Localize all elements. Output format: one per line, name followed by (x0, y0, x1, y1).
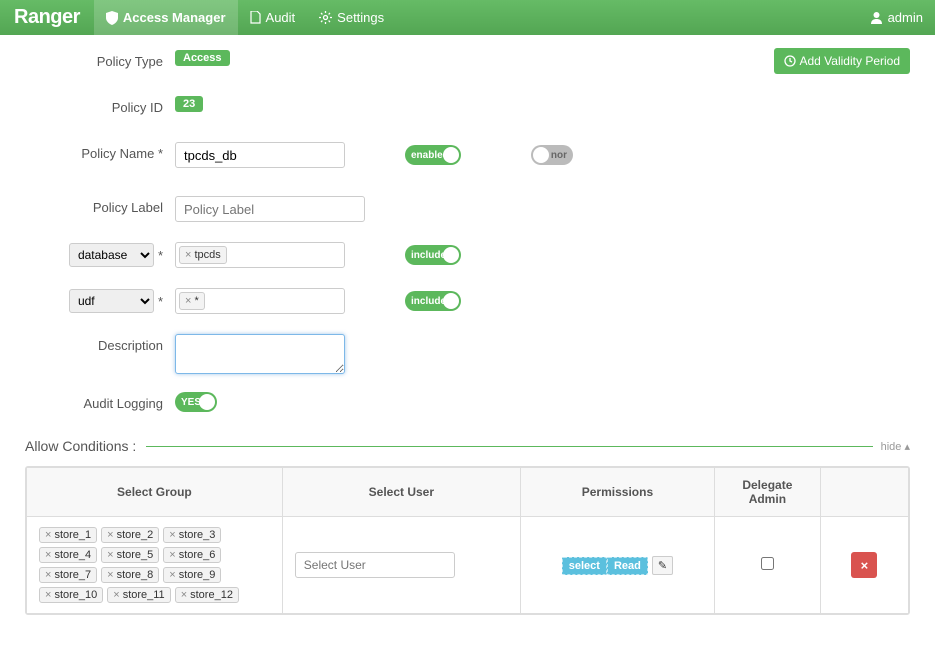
select-user-input[interactable] (295, 552, 455, 578)
group-tags-container[interactable]: × store_1× store_2× store_3× store_4× st… (39, 527, 270, 603)
database-tag-input[interactable]: ×tpcds (175, 242, 345, 268)
permissions-cell: selectRead✎ (520, 517, 714, 614)
remove-tag-icon[interactable]: × (169, 569, 175, 581)
edit-permissions-icon[interactable]: ✎ (652, 556, 673, 575)
group-tag: × store_10 (39, 587, 103, 603)
remove-tag-icon[interactable]: × (185, 249, 191, 261)
col-select-user: Select User (282, 468, 520, 517)
remove-tag-icon[interactable]: × (45, 589, 51, 601)
remove-tag-icon[interactable]: × (185, 295, 191, 307)
group-tag: × store_7 (39, 567, 97, 583)
remove-tag-icon[interactable]: × (45, 549, 51, 561)
udf-tag-input[interactable]: ×* (175, 288, 345, 314)
group-tag: × store_3 (163, 527, 221, 543)
hide-link[interactable]: hide ▴ (881, 440, 910, 453)
database-select[interactable]: database (69, 243, 154, 267)
group-tag: × store_5 (101, 547, 159, 563)
brand-logo: Ranger (0, 6, 94, 29)
remove-tag-icon[interactable]: × (169, 549, 175, 561)
delete-row-button[interactable]: × (851, 552, 877, 578)
policy-label-input[interactable] (175, 196, 365, 222)
group-tag: × store_4 (39, 547, 97, 563)
delegate-admin-checkbox[interactable] (761, 557, 774, 570)
nav-access-manager[interactable]: Access Manager (94, 0, 238, 35)
policy-name-row: Policy Name * enabled nor (25, 142, 910, 170)
policy-type-badge: Access (175, 50, 230, 66)
udf-row: udf * ×* include (25, 288, 910, 316)
group-tag: × store_9 (163, 567, 221, 583)
enabled-toggle[interactable]: enabled (405, 145, 461, 165)
allow-conditions-title: Allow Conditions : hide ▴ (25, 438, 910, 454)
group-tag: × store_1 (39, 527, 97, 543)
col-delegate-admin: Delegate Admin (714, 468, 820, 517)
allow-condition-row: × store_1× store_2× store_3× store_4× st… (27, 517, 909, 614)
audit-logging-toggle[interactable]: YES (175, 392, 217, 412)
remove-tag-icon[interactable]: × (107, 529, 113, 541)
user-icon (870, 11, 883, 24)
remove-tag-icon[interactable]: × (169, 529, 175, 541)
group-tag: × store_8 (101, 567, 159, 583)
policy-name-input[interactable] (175, 142, 345, 168)
udf-tag: ×* (179, 292, 205, 310)
audit-logging-label: Audit Logging (25, 392, 175, 411)
permission-tag: select (562, 557, 607, 575)
gear-icon (319, 11, 332, 24)
policy-label-label: Policy Label (25, 196, 175, 215)
group-tag: × store_2 (101, 527, 159, 543)
override-toggle[interactable]: nor (531, 145, 573, 165)
group-tag: × store_11 (107, 587, 170, 603)
nav-audit[interactable]: Audit (238, 0, 308, 35)
remove-tag-icon[interactable]: × (45, 569, 51, 581)
remove-tag-icon[interactable]: × (45, 529, 51, 541)
shield-icon (106, 11, 118, 25)
remove-tag-icon[interactable]: × (113, 589, 119, 601)
nav-user-menu[interactable]: admin (858, 0, 935, 35)
policy-type-label: Policy Type (25, 50, 175, 69)
document-icon (250, 11, 261, 24)
policy-id-label: Policy ID (25, 96, 175, 115)
allow-conditions-table: Select Group Select User Permissions Del… (25, 466, 910, 615)
database-tag: ×tpcds (179, 246, 227, 264)
database-include-toggle[interactable]: include (405, 245, 461, 265)
udf-select[interactable]: udf (69, 289, 154, 313)
remove-tag-icon[interactable]: × (107, 569, 113, 581)
top-nav: Ranger Access Manager Audit Settings adm… (0, 0, 935, 35)
clock-icon (784, 55, 796, 67)
policy-name-label: Policy Name * (25, 142, 175, 161)
add-validity-period-button[interactable]: Add Validity Period (774, 48, 911, 74)
permission-tag: Read (607, 557, 648, 575)
description-row: Description (25, 334, 910, 374)
collapse-caret-icon: ▴ (904, 441, 910, 453)
database-row: database * ×tpcds include (25, 242, 910, 270)
group-tag: × store_12 (175, 587, 239, 603)
audit-logging-row: Audit Logging YES (25, 392, 910, 420)
remove-tag-icon[interactable]: × (107, 549, 113, 561)
policy-label-row: Policy Label (25, 196, 910, 224)
policy-id-badge: 23 (175, 96, 203, 112)
udf-include-toggle[interactable]: include (405, 291, 461, 311)
description-label: Description (25, 334, 175, 353)
nav-settings[interactable]: Settings (307, 0, 396, 35)
policy-id-row: Policy ID 23 (25, 96, 910, 124)
group-tag: × store_6 (163, 547, 221, 563)
description-textarea[interactable] (175, 334, 345, 374)
remove-tag-icon[interactable]: × (181, 589, 187, 601)
col-select-group: Select Group (27, 468, 283, 517)
col-permissions: Permissions (520, 468, 714, 517)
